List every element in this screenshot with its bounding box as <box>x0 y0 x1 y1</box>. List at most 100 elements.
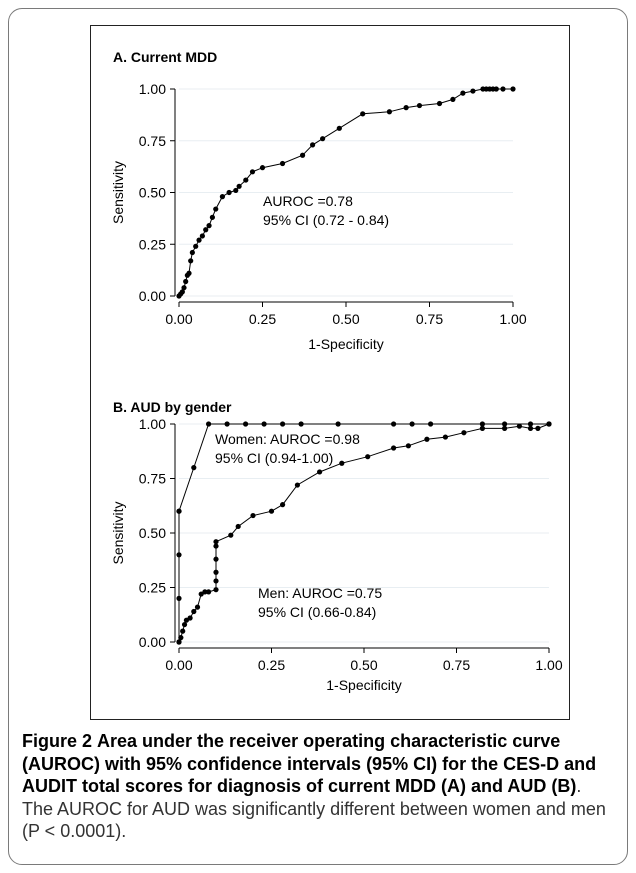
data-point <box>206 589 212 595</box>
data-point <box>213 543 219 549</box>
x-tick-label: 1.00 <box>535 657 562 673</box>
data-point <box>176 639 182 645</box>
y-tick-label: 0.75 <box>139 133 166 149</box>
x-tick-label: 0.50 <box>332 311 359 327</box>
x-tick-label: 0.25 <box>249 311 276 327</box>
data-point <box>213 206 219 212</box>
data-point <box>181 621 188 628</box>
data-point <box>213 578 219 584</box>
data-point <box>339 460 345 466</box>
data-point <box>203 227 209 233</box>
data-point <box>298 421 304 427</box>
figure-frame <box>8 8 628 865</box>
data-point <box>479 421 485 427</box>
caption-label: Figure 2 <box>22 731 93 751</box>
data-point <box>391 421 397 427</box>
data-point <box>391 445 397 451</box>
data-point <box>320 136 326 142</box>
data-point <box>280 421 286 427</box>
figure-caption: Figure 2 Area under the receiver operati… <box>22 730 614 843</box>
data-point <box>249 169 256 175</box>
data-point <box>179 289 185 295</box>
data-point <box>502 425 508 431</box>
data-point <box>360 111 366 117</box>
data-point <box>424 436 430 442</box>
data-point <box>405 443 411 449</box>
data-point <box>180 628 186 634</box>
data-point <box>436 100 443 107</box>
data-point <box>409 421 415 427</box>
chart-annotation: 95% CI (0.94-1.00) <box>215 450 333 466</box>
chart-annotation: Women: AUROC =0.98 <box>215 431 360 447</box>
data-point <box>442 434 448 440</box>
data-point <box>310 142 316 148</box>
chart-annotation: Men: AUROC =0.75 <box>258 585 382 601</box>
data-point <box>181 285 187 291</box>
data-point <box>193 243 199 249</box>
data-point <box>206 421 212 427</box>
data-point <box>259 165 266 171</box>
data-point <box>213 539 219 545</box>
data-point <box>500 86 506 92</box>
y-tick-label: 0.75 <box>139 471 166 487</box>
data-point <box>546 421 552 427</box>
y-tick-label: 1.00 <box>139 81 166 97</box>
data-point <box>250 512 256 519</box>
chart-title-a: A. Current MDD <box>113 49 217 65</box>
y-tick-label: 0.50 <box>139 185 166 201</box>
data-point <box>191 608 197 615</box>
data-point <box>261 421 267 427</box>
data-point <box>335 421 341 427</box>
chart-annotation: AUROC =0.78 <box>263 193 353 209</box>
data-point <box>527 421 534 427</box>
data-point <box>510 86 516 92</box>
data-point <box>188 258 194 264</box>
data-point <box>493 86 499 92</box>
data-point <box>299 152 306 158</box>
data-point <box>228 532 234 538</box>
data-point <box>196 237 202 243</box>
data-point <box>233 187 239 194</box>
data-point <box>268 508 275 514</box>
data-point <box>527 425 534 431</box>
data-point <box>226 189 232 196</box>
data-point <box>386 109 393 115</box>
y-tick-label: 0.00 <box>139 634 166 650</box>
data-point <box>243 421 249 427</box>
x-tick-label: 0.25 <box>258 657 285 673</box>
data-point <box>403 105 409 111</box>
data-point <box>209 214 215 220</box>
caption-bold-text: Area under the receiver operating charac… <box>22 731 597 796</box>
data-point <box>219 194 226 200</box>
data-point <box>460 90 466 96</box>
data-point <box>461 430 467 436</box>
y-tick-label: 1.00 <box>139 416 166 432</box>
data-point <box>178 635 184 641</box>
data-point <box>280 502 286 508</box>
y-axis-title: Sensitivity <box>110 161 126 224</box>
data-point <box>502 421 508 427</box>
x-tick-label: 0.50 <box>350 657 377 673</box>
data-point <box>294 482 300 488</box>
data-point <box>176 552 182 558</box>
data-point <box>187 615 193 621</box>
figure-panel: A. Current MDD 0.00 0.25 0.50 0.75 1.00 0.00 0.… <box>90 25 570 720</box>
data-point <box>213 587 219 593</box>
data-point <box>186 270 192 276</box>
caption-rest: . The AUROC for AUD was significantly di… <box>22 776 606 841</box>
data-point <box>191 465 197 471</box>
y-axis-title: Sensitivity <box>110 501 126 564</box>
data-point <box>176 595 182 602</box>
chart-annotation: 95% CI (0.66-0.84) <box>258 604 376 620</box>
data-point <box>243 177 249 183</box>
x-tick-label: 1.00 <box>499 311 526 327</box>
x-tick-label: 0.75 <box>416 311 443 327</box>
data-point <box>470 88 476 94</box>
data-point <box>189 249 195 256</box>
x-axis-title: 1-Specificity <box>308 336 383 352</box>
y-tick-label: 0.00 <box>139 288 166 304</box>
data-point <box>428 421 434 427</box>
x-tick-label: 0.75 <box>443 657 470 673</box>
data-point <box>213 569 219 575</box>
data-point <box>516 423 522 429</box>
